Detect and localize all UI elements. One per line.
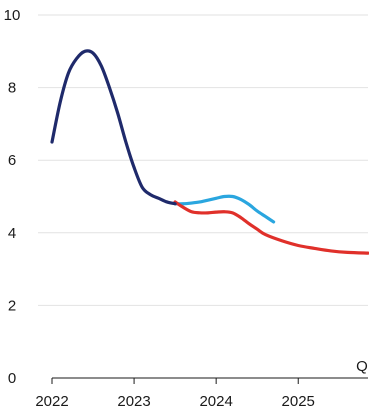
x-tick-label: 2025 [282,393,315,410]
series-line-red [173,200,369,255]
series-line-navy [50,49,177,206]
y-tick-label: 0 [8,370,16,387]
y-axis-ticks: 0 2 4 6 8 10 [4,7,21,387]
y-tick-label: 10 [4,7,21,24]
y-tick-label: 2 [8,297,16,314]
grid [38,14,368,306]
y-tick-label: 6 [8,152,16,169]
y-tick-label: 8 [8,80,16,97]
x-axis-unit-label: Q [356,358,368,375]
x-tick-label: 2024 [199,393,232,410]
x-axis-ticks: 2022 2023 2024 2025 [35,378,315,410]
series [50,49,369,255]
x-tick-label: 2023 [117,393,150,410]
series-line-blue [173,194,276,224]
x-tick-label: 2022 [35,393,68,410]
y-tick-label: 4 [8,225,16,242]
